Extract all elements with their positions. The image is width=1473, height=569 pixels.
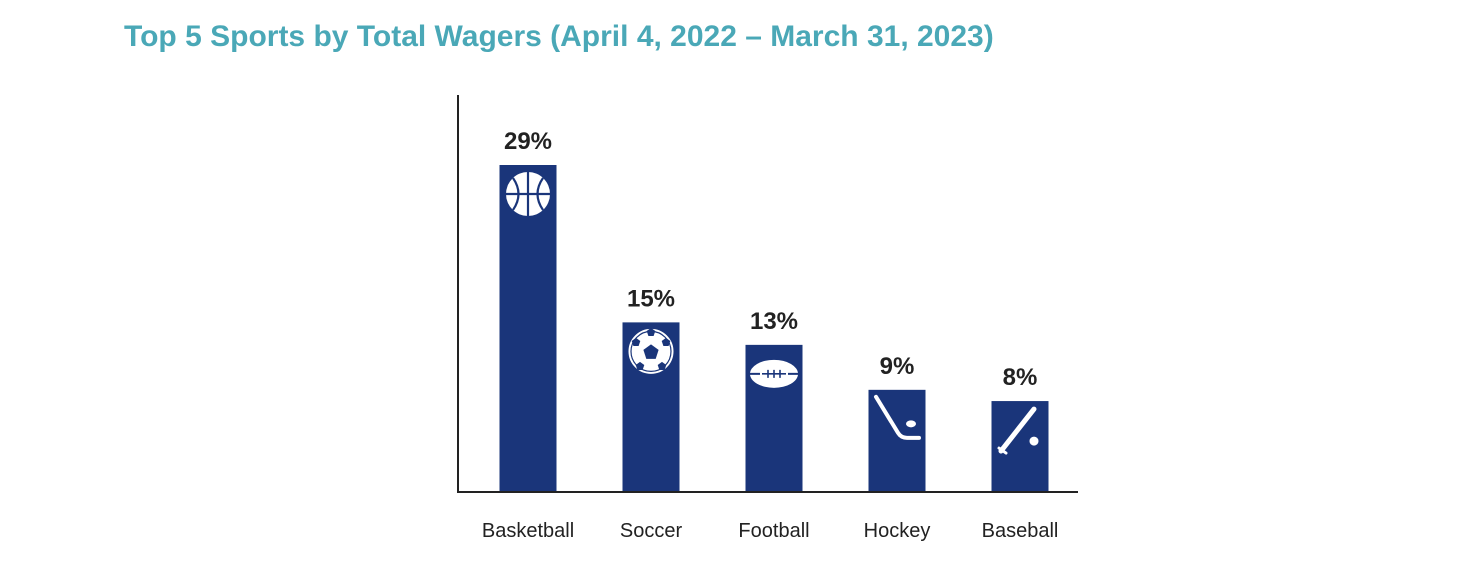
x-tick-label: Baseball — [982, 520, 1059, 542]
bars-layer: 29% Basketball 15% Soccer 13% Football 9% Hocke… — [482, 128, 1059, 542]
data-label: 29% — [504, 128, 552, 155]
x-tick-label: Football — [738, 520, 809, 542]
soccer-ball-icon — [628, 327, 674, 374]
bar-football: 13% Football — [738, 308, 809, 542]
data-label: 9% — [880, 353, 915, 380]
hockey-stick-icon — [874, 394, 921, 440]
bar-hockey: 9% Hockey — [864, 353, 931, 542]
bar-soccer: 15% Soccer — [620, 285, 683, 542]
basketball-icon — [506, 172, 550, 216]
data-label: 15% — [627, 285, 675, 312]
chart-title: Top 5 Sports by Total Wagers (April 4, 2… — [124, 20, 994, 53]
football-icon — [750, 359, 798, 388]
x-tick-label: Basketball — [482, 520, 574, 542]
baseball-bat-icon — [997, 406, 1039, 455]
x-tick-label: Soccer — [620, 520, 683, 542]
bar-baseball: 8% Baseball — [982, 364, 1059, 542]
bar-rect — [868, 389, 926, 491]
x-tick-label: Hockey — [864, 520, 931, 542]
bar-rect — [991, 401, 1049, 491]
data-label: 8% — [1003, 364, 1038, 391]
axes-layer — [457, 95, 1078, 493]
data-label: 13% — [750, 308, 798, 335]
bar-basketball: 29% Basketball — [482, 128, 574, 542]
bar-rect — [499, 165, 557, 491]
